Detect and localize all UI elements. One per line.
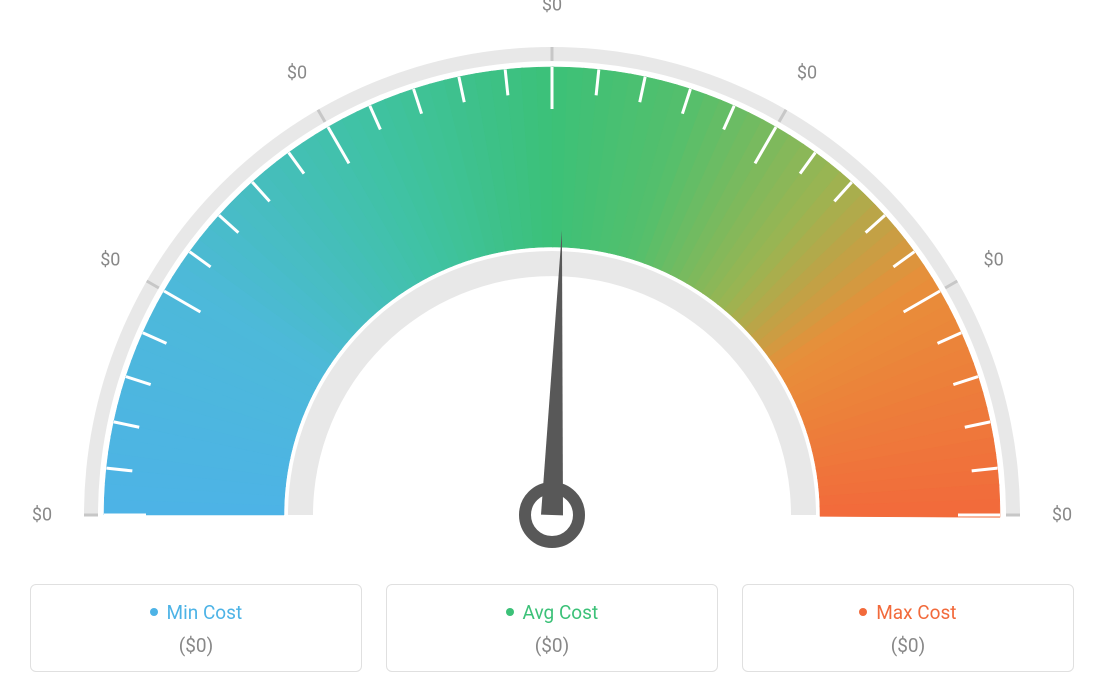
cost-gauge-widget: $0 $0 $0 $0 $0 $0 $0 Min Cost ($0) Avg Cost ($… [0, 0, 1104, 690]
gauge-tick-label: $0 [100, 250, 120, 271]
legend-title-max: Max Cost [755, 601, 1061, 624]
legend-title-avg-text: Avg Cost [523, 601, 599, 624]
gauge-tick-label: $0 [542, 0, 562, 16]
legend-value-min: ($0) [43, 634, 349, 657]
gauge-tick-label: $0 [1052, 505, 1072, 526]
legend-dot-avg [506, 608, 514, 616]
gauge-tick-label: $0 [287, 63, 307, 84]
legend-row: Min Cost ($0) Avg Cost ($0) Max Cost ($0… [30, 584, 1074, 672]
legend-card-max: Max Cost ($0) [742, 584, 1074, 672]
gauge-tick-label: $0 [797, 63, 817, 84]
legend-card-avg: Avg Cost ($0) [386, 584, 718, 672]
legend-value-avg: ($0) [399, 634, 705, 657]
legend-title-min: Min Cost [43, 601, 349, 624]
gauge-tick-label: $0 [32, 505, 52, 526]
legend-dot-min [150, 608, 158, 616]
gauge-tick-label: $0 [984, 250, 1004, 271]
legend-dot-max [859, 608, 867, 616]
legend-value-max: ($0) [755, 634, 1061, 657]
legend-title-min-text: Min Cost [167, 601, 243, 624]
legend-title-avg: Avg Cost [399, 601, 705, 624]
gauge-chart: $0 $0 $0 $0 $0 $0 $0 [0, 0, 1104, 565]
legend-card-min: Min Cost ($0) [30, 584, 362, 672]
gauge-svg [0, 0, 1104, 565]
legend-title-max-text: Max Cost [876, 601, 956, 624]
